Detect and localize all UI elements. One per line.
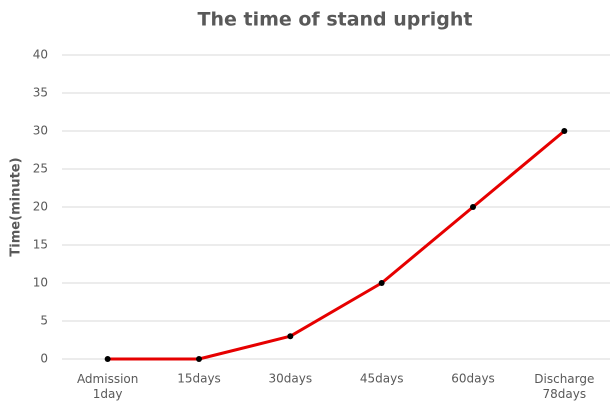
data-point bbox=[378, 280, 385, 286]
x-tick-label: Admission 1day bbox=[77, 372, 138, 401]
data-point bbox=[196, 356, 202, 362]
y-tick-label: 20 bbox=[33, 200, 48, 214]
x-tick-label: Discharge 78days bbox=[534, 372, 594, 401]
data-point bbox=[287, 333, 294, 340]
chart-title: The time of stand upright bbox=[198, 9, 473, 31]
data-point bbox=[561, 128, 568, 134]
x-tick-label: 15days bbox=[177, 372, 221, 386]
y-tick-label: 30 bbox=[33, 124, 48, 138]
y-tick-label: 0 bbox=[40, 352, 48, 366]
y-tick-label: 5 bbox=[40, 314, 48, 328]
y-axis-label: Time(minute) bbox=[9, 157, 24, 256]
y-tick-label: 25 bbox=[33, 162, 48, 176]
data-point bbox=[470, 204, 476, 210]
y-tick-label: 15 bbox=[33, 238, 48, 252]
y-tick-label: 40 bbox=[33, 48, 48, 62]
y-tick-label: 10 bbox=[33, 276, 48, 290]
series-line bbox=[107, 129, 566, 361]
data-point bbox=[104, 356, 111, 362]
x-tick-label: 30days bbox=[269, 372, 313, 386]
x-tick-label: 60days bbox=[451, 372, 495, 386]
y-tick-label: 35 bbox=[33, 86, 48, 100]
x-tick-label: 45days bbox=[360, 372, 404, 386]
